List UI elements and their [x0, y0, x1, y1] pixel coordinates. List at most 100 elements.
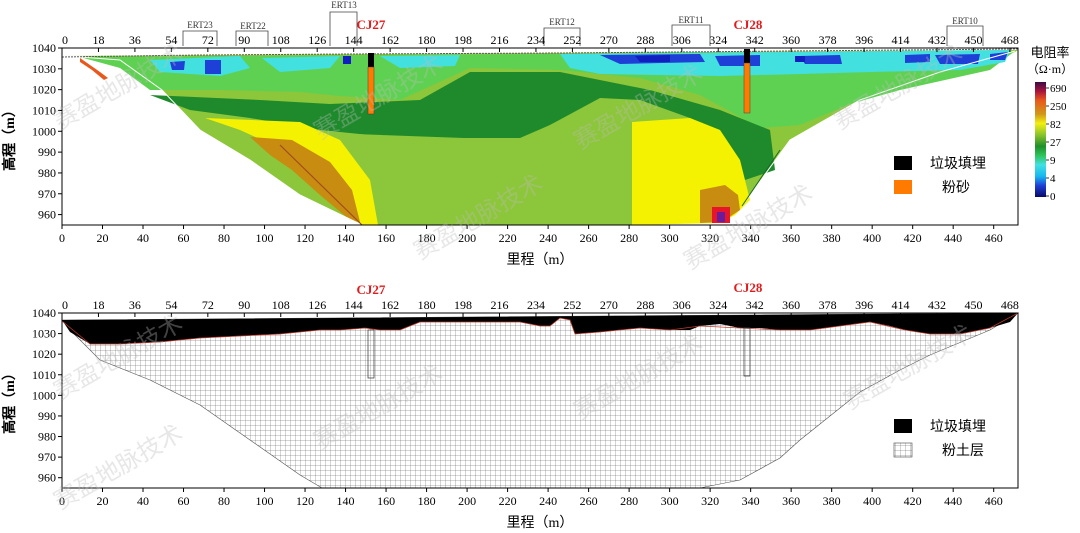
top-panel: CJ27 CJ28 ERT23 ERT22 ERT13 ERT12 ERT11 …: [1, 0, 1073, 268]
top-tick-label: 216: [490, 298, 508, 312]
borehole-label-cj27-bottom: CJ27: [357, 282, 386, 297]
x-tick-label: 20: [97, 494, 109, 508]
borehole-cj28-bottom: [743, 327, 751, 377]
legend-swatch-landfill: [894, 156, 912, 170]
top-tick-label: 180: [418, 298, 436, 312]
x-axis-top-top-panel: 0 18 36 54 72 90 108 126 144 162 180 198 216 234 252 27…: [61, 33, 1019, 52]
top-tick-label: 288: [636, 298, 654, 312]
top-tick-label: 216: [490, 33, 508, 47]
legend-label-silt: 粉土层: [942, 443, 984, 459]
x-tick-label: 0: [59, 231, 65, 245]
top-tick-label: 198: [454, 33, 472, 47]
x-tick-label: 200: [458, 231, 476, 245]
x-tick-label: 180: [418, 494, 436, 508]
x-tick-label: 240: [539, 494, 557, 508]
top-tick-label: 18: [92, 298, 104, 312]
top-tick-label: 72: [202, 33, 214, 47]
x-tick-label: 140: [337, 231, 355, 245]
resistivity-section: [61, 48, 1019, 226]
x-tick-label: 260: [580, 231, 598, 245]
borehole-label-cj28-bottom: CJ28: [734, 280, 763, 295]
x-tick-label: 40: [137, 231, 149, 245]
section-edge-right: [741, 149, 781, 207]
top-tick-label: 450: [964, 33, 982, 47]
top-tick-label: 270: [600, 33, 618, 47]
top-tick-label: 414: [892, 33, 910, 47]
x-tick-label: 420: [904, 494, 922, 508]
x-tick-label: 60: [178, 494, 190, 508]
x-tick-label: 460: [985, 231, 1003, 245]
x-tick-label: 80: [218, 231, 230, 245]
y-tick-label: 990: [38, 145, 56, 159]
borehole-label-cj27-top: CJ27: [357, 17, 386, 32]
x-axis-bottom-top-panel: 0 20 40 60 80 100 120 140 160 180 200 220 240 260 280 3…: [59, 225, 1003, 245]
y-tick-label: 1010: [32, 103, 56, 117]
near-surface-lows: [150, 50, 1010, 76]
x-tick-label: 80: [218, 494, 230, 508]
x-tick-label: 220: [499, 494, 517, 508]
y-axis-label-top: 高程（m）: [1, 103, 18, 171]
top-tick-label: 108: [272, 298, 290, 312]
surface-line: [61, 48, 1019, 58]
top-tick-label: 432: [928, 298, 946, 312]
x-tick-label: 380: [823, 494, 841, 508]
x-tick-label: 300: [661, 231, 679, 245]
watermark: 赛盈地脉技术: [49, 419, 188, 515]
section-mid-green-zone: [300, 104, 730, 220]
colorbar-tick-label: 9: [1050, 155, 1056, 167]
top-tick-label: 36: [129, 33, 141, 47]
section-purple-spot: [717, 212, 725, 222]
ert-label: ERT12: [549, 17, 574, 27]
top-tick-label: 144: [345, 298, 363, 312]
legend-swatch-silt: [893, 442, 913, 458]
x-tick-label: 60: [178, 231, 190, 245]
top-tick-label: 342: [746, 33, 764, 47]
top-tick-label: 288: [636, 33, 654, 47]
x-tick-label: 220: [499, 231, 517, 245]
top-tick-label: 198: [454, 298, 472, 312]
top-tick-label: 126: [308, 298, 326, 312]
x-axis-bottom-bottom-panel: 0 20 40 60 80 100 120 140 160 180 200 220 240 260 280 3…: [59, 488, 1003, 508]
x-tick-label: 140: [337, 494, 355, 508]
y-tick-label: 1030: [32, 327, 56, 341]
top-tick-label: 54: [165, 33, 177, 47]
x-tick-label: 440: [944, 231, 962, 245]
top-tick-label: 0: [62, 33, 68, 47]
colorbar-title: 电阻率: [1030, 45, 1069, 60]
top-tick-label: 378: [819, 33, 837, 47]
borehole-cj27-top: [367, 53, 375, 115]
landfill-outline: [61, 312, 1019, 345]
x-tick-label: 400: [863, 494, 881, 508]
x-tick-label: 260: [580, 494, 598, 508]
colorbar-tick-label: 4: [1050, 173, 1056, 185]
top-tick-label: 270: [600, 298, 618, 312]
ert-label: ERT22: [240, 21, 265, 31]
y-tick-label: 1040: [32, 306, 56, 320]
section-dark-green-band: [150, 72, 775, 180]
colorbar-tick-label: 82: [1050, 119, 1061, 131]
silt-layer: [61, 312, 1020, 489]
section-ochre-left: [250, 137, 360, 222]
y-tick-label: 1030: [32, 62, 56, 76]
y-tick-label: 970: [38, 187, 56, 201]
top-tick-label: 90: [238, 298, 250, 312]
x-tick-label: 180: [418, 231, 436, 245]
top-tick-label: 432: [928, 33, 946, 47]
x-tick-label: 0: [59, 494, 65, 508]
x-tick-label: 40: [137, 494, 149, 508]
legend-label-landfill-bottom: 垃圾填埋: [930, 419, 986, 435]
ert-label: ERT11: [678, 15, 703, 25]
top-tick-label: 90: [238, 33, 250, 47]
y-tick-label: 980: [38, 166, 56, 180]
x-tick-label: 100: [256, 494, 274, 508]
top-tick-label: 54: [165, 298, 177, 312]
y-axis-label-bottom: 高程（m）: [1, 366, 18, 434]
top-tick-label: 144: [345, 33, 363, 47]
x-axis-top-bottom-panel: 0 18 36 54 72 90 108 126 144 162 180 198 216 234 252 27…: [61, 298, 1019, 317]
borehole-cj27-bottom: [367, 329, 375, 379]
top-tick-label: 306: [673, 298, 691, 312]
top-tick-label: 468: [1001, 298, 1019, 312]
x-tick-label: 200: [458, 494, 476, 508]
x-axis-label-bottom: 里程（m）: [507, 515, 574, 531]
